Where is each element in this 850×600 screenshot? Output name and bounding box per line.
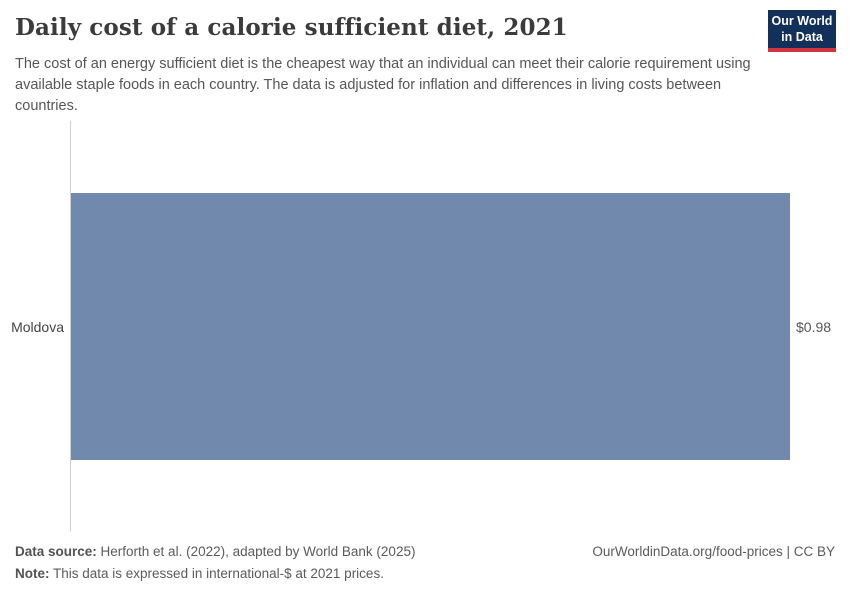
chart-subtitle: The cost of an energy sufficient diet is…	[15, 56, 751, 114]
data-source-text: Herforth et al. (2022), adapted by World…	[96, 544, 416, 559]
chart-footer-notes: Data source: Herforth et al. (2022), ada…	[15, 541, 415, 584]
bar-moldova[interactable]	[71, 193, 790, 460]
value-label-moldova: $0.98	[796, 319, 832, 335]
data-source-line: Data source: Herforth et al. (2022), ada…	[15, 541, 415, 563]
y-axis-line	[70, 121, 71, 531]
note-line: Note: This data is expressed in internat…	[15, 563, 415, 585]
note-text: This data is expressed in international-…	[49, 565, 384, 581]
category-label-moldova: Moldova	[11, 319, 64, 335]
owid-logo-line1: Our World	[771, 14, 833, 28]
data-source-label: Data source:	[15, 544, 97, 559]
note-label: Note:	[15, 565, 50, 581]
chart-license: OurWorldinData.org/food-prices | CC BY	[592, 544, 835, 559]
page-title: Daily cost of a calorie sufficient diet,…	[15, 14, 568, 41]
owid-logo[interactable]: Our World in Data	[768, 10, 836, 52]
owid-logo-line2: in Data	[781, 30, 823, 44]
